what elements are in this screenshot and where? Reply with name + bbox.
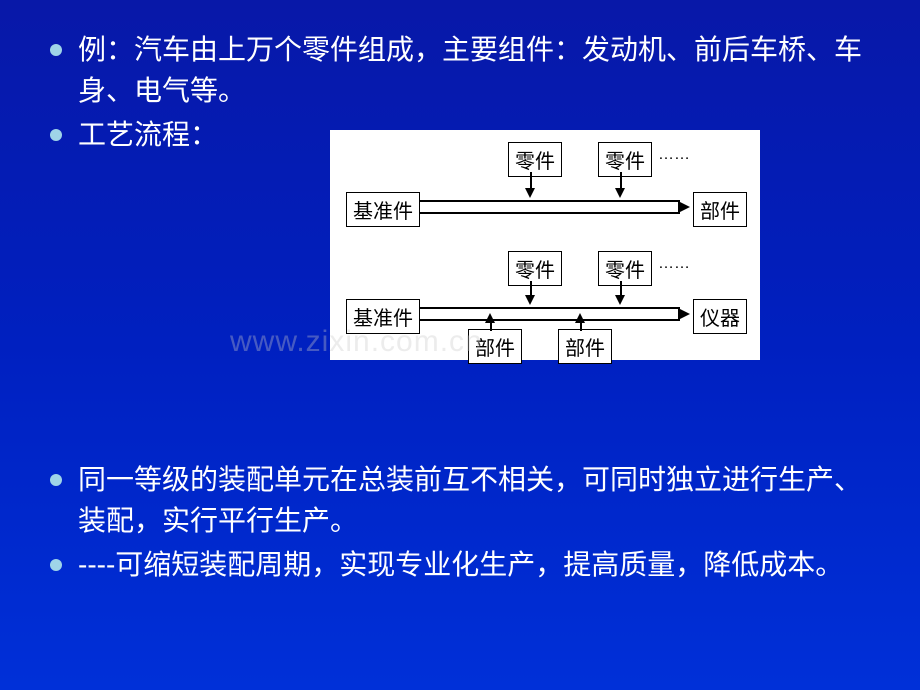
box-part: 零件 bbox=[598, 142, 652, 177]
arrow-down-icon bbox=[525, 295, 535, 305]
box-part: 零件 bbox=[508, 251, 562, 286]
flow-row-1: 零件 零件 …… 基准件 部件 bbox=[338, 140, 752, 245]
bullet-dot-icon bbox=[50, 44, 62, 56]
bullet-1-text: 例：汽车由上万个零件组成，主要组件：发动机、前后车桥、车身、电气等。 bbox=[78, 30, 870, 111]
arrow-down-icon bbox=[615, 188, 625, 198]
ellipsis-text: …… bbox=[658, 146, 690, 164]
box-component: 部件 bbox=[693, 192, 747, 227]
bottom-bullets: 同一等级的装配单元在总装前互不相关，可同时独立进行生产、装配，实行平行生产。 -… bbox=[50, 460, 870, 590]
arrow-right-line bbox=[420, 307, 680, 309]
flowchart-diagram: 零件 零件 …… 基准件 部件 零件 零件 …… 基准件 仪器 部件 部件 bbox=[330, 130, 760, 360]
bullet-dot-icon bbox=[50, 559, 62, 571]
arrow-right-icon bbox=[678, 201, 690, 213]
arrow-right-icon bbox=[678, 308, 690, 320]
box-base: 基准件 bbox=[346, 299, 420, 334]
box-instrument: 仪器 bbox=[693, 299, 747, 334]
bullet-1: 例：汽车由上万个零件组成，主要组件：发动机、前后车桥、车身、电气等。 bbox=[50, 30, 870, 111]
bullet-3: 同一等级的装配单元在总装前互不相关，可同时独立进行生产、装配，实行平行生产。 bbox=[50, 460, 870, 541]
arrow-down-icon bbox=[615, 295, 625, 305]
arrow-down-icon bbox=[525, 188, 535, 198]
arrow-right-line bbox=[420, 319, 680, 321]
bullet-2-text: 工艺流程： bbox=[78, 115, 218, 156]
box-part: 零件 bbox=[508, 142, 562, 177]
arrow-right-line bbox=[420, 212, 680, 214]
box-base: 基准件 bbox=[346, 192, 420, 227]
flow-row-2: 零件 零件 …… 基准件 仪器 部件 部件 bbox=[338, 251, 752, 356]
bullet-4: ----可缩短装配周期，实现专业化生产，提高质量，降低成本。 bbox=[50, 545, 870, 586]
arrow-up-icon bbox=[575, 313, 585, 323]
bullet-dot-icon bbox=[50, 129, 62, 141]
bullet-dot-icon bbox=[50, 474, 62, 486]
box-component: 部件 bbox=[468, 329, 522, 364]
box-component: 部件 bbox=[558, 329, 612, 364]
arrow-up-icon bbox=[485, 313, 495, 323]
ellipsis-text: …… bbox=[658, 255, 690, 273]
arrow-right-line bbox=[420, 200, 680, 202]
bullet-4-text: ----可缩短装配周期，实现专业化生产，提高质量，降低成本。 bbox=[78, 545, 843, 586]
box-part: 零件 bbox=[598, 251, 652, 286]
bullet-3-text: 同一等级的装配单元在总装前互不相关，可同时独立进行生产、装配，实行平行生产。 bbox=[78, 460, 870, 541]
